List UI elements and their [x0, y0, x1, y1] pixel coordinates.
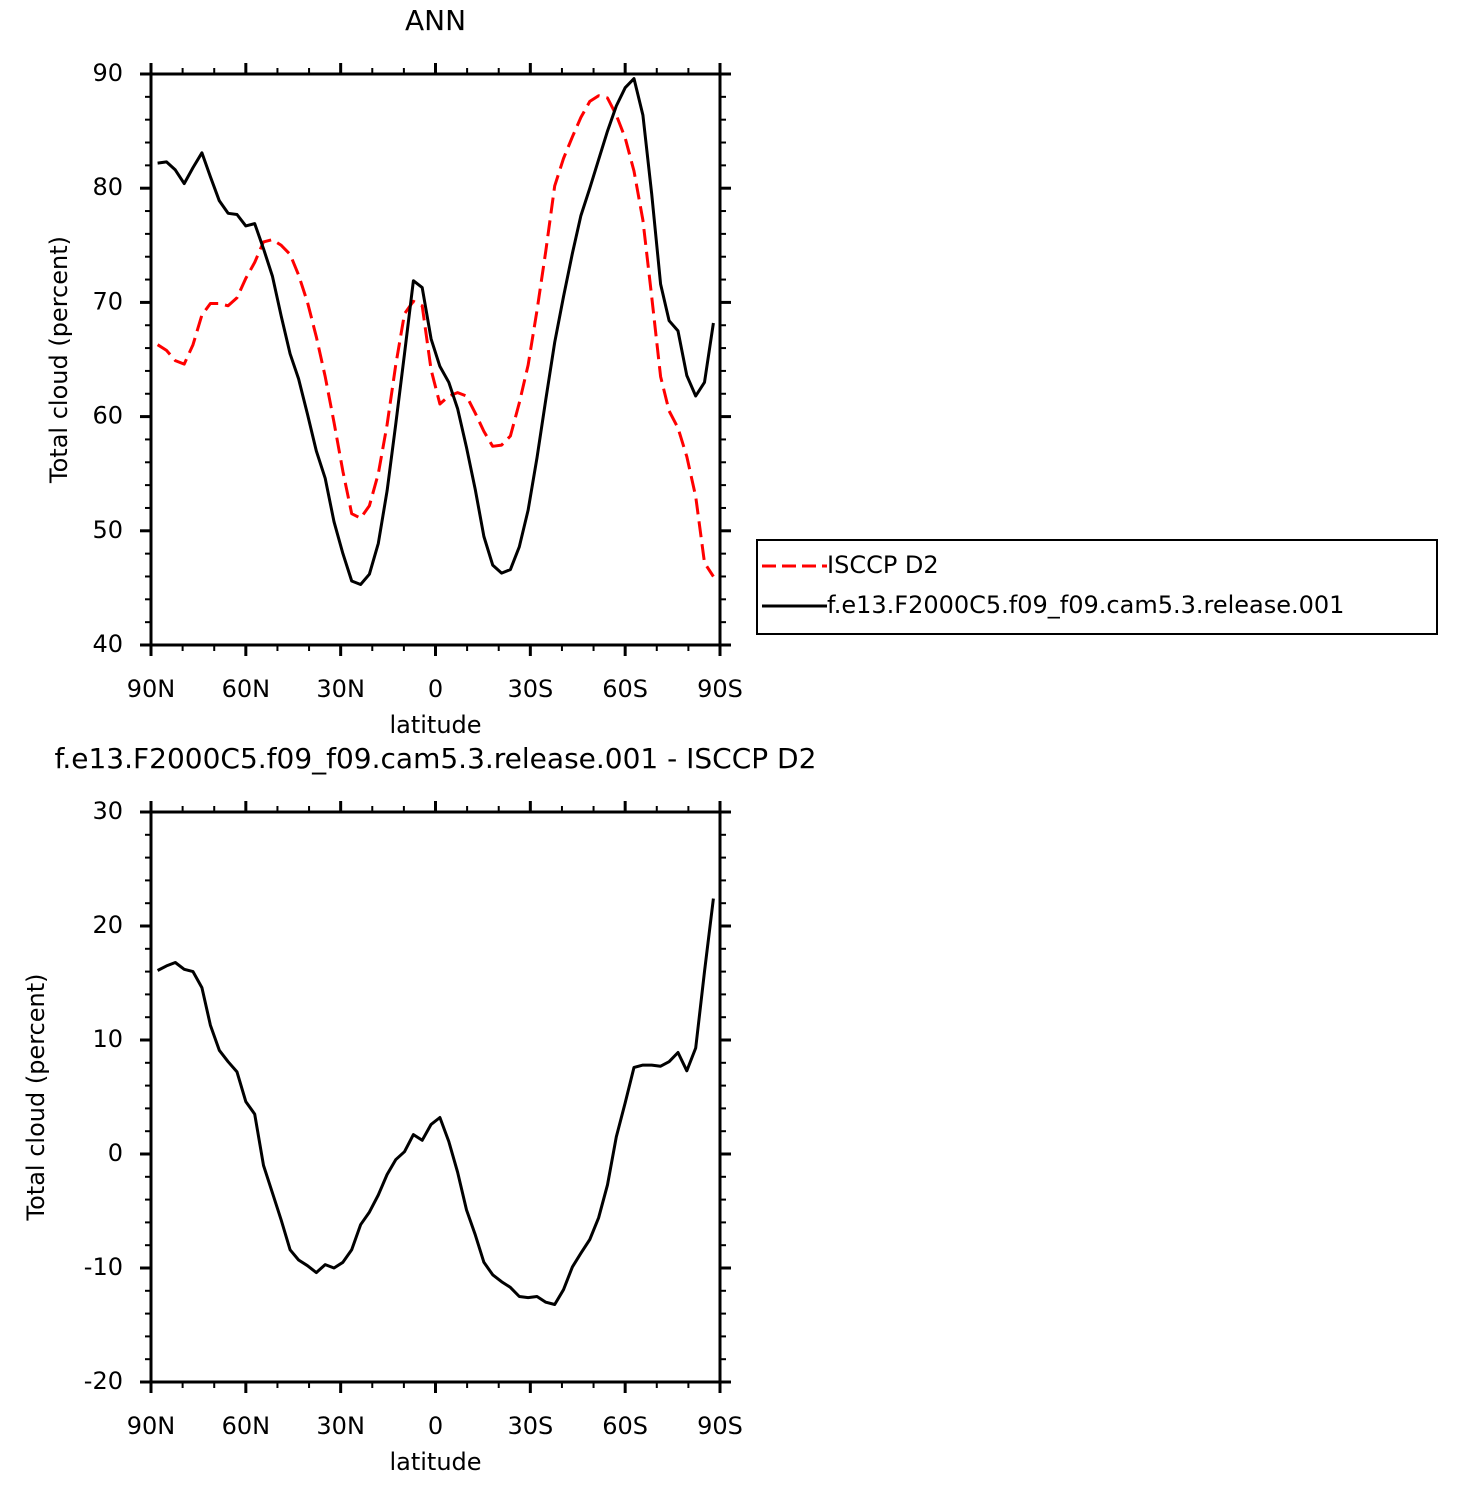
x-tick-label: 30N — [316, 1412, 365, 1440]
legend-label: ISCCP D2 — [827, 551, 939, 579]
chart-title: f.e13.F2000C5.f09_f09.cam5.3.release.001… — [55, 742, 817, 775]
y-axis-label: Total cloud (percent) — [22, 974, 50, 1222]
x-tick-label: 60S — [602, 675, 648, 703]
y-tick-label: 30 — [92, 797, 123, 825]
x-tick-label: 30S — [507, 1412, 553, 1440]
data-line — [156, 94, 715, 578]
y-tick-label: 20 — [92, 911, 123, 939]
y-tick-label: 40 — [92, 630, 123, 658]
x-tick-label: 30N — [316, 675, 365, 703]
y-tick-label: 80 — [92, 173, 123, 201]
plot-frame — [149, 810, 722, 1384]
x-tick-label: 90N — [127, 675, 176, 703]
legend-box — [756, 539, 1438, 635]
y-axis-label: Total cloud (percent) — [45, 236, 73, 484]
y-tick-label: 90 — [92, 59, 123, 87]
x-tick-label: 90S — [697, 1412, 743, 1440]
x-tick-label: 30S — [507, 675, 553, 703]
x-tick-label: 0 — [428, 675, 443, 703]
legend-label: f.e13.F2000C5.f09_f09.cam5.3.release.001 — [827, 591, 1344, 619]
x-tick-label: 60N — [222, 1412, 271, 1440]
x-tick-label: 90N — [127, 1412, 176, 1440]
data-line — [157, 77, 715, 586]
x-axis-label: latitude — [389, 711, 481, 739]
chart-title: ANN — [405, 4, 466, 37]
y-tick-label: 70 — [92, 287, 123, 315]
x-tick-label: 60N — [222, 675, 271, 703]
y-tick-label: 0 — [108, 1139, 123, 1167]
y-tick-label: 10 — [92, 1025, 123, 1053]
data-line — [156, 898, 715, 1306]
x-tick-label: 0 — [428, 1412, 443, 1440]
x-tick-label: 90S — [697, 675, 743, 703]
x-tick-label: 60S — [602, 1412, 648, 1440]
y-tick-label: -10 — [84, 1253, 123, 1281]
x-axis-label: latitude — [389, 1448, 481, 1476]
y-tick-label: -20 — [84, 1367, 123, 1395]
y-tick-label: 50 — [92, 516, 123, 544]
plot-frame — [149, 72, 722, 647]
y-tick-label: 60 — [92, 402, 123, 430]
